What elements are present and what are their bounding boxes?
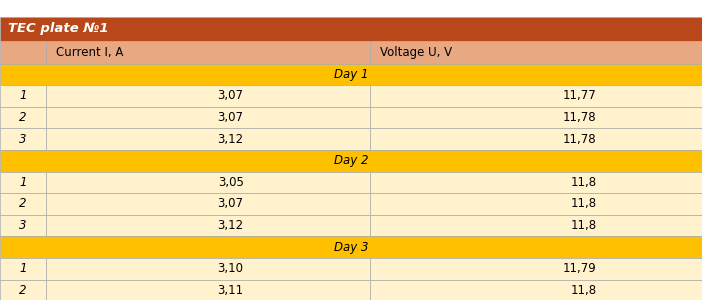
Text: 2: 2 <box>19 111 27 124</box>
Bar <box>0 85 46 107</box>
Text: 3,12: 3,12 <box>218 133 244 146</box>
Text: 11,8: 11,8 <box>571 219 597 232</box>
Bar <box>0 64 702 85</box>
Bar <box>370 85 702 107</box>
Bar <box>370 172 702 193</box>
Text: 3,12: 3,12 <box>218 219 244 232</box>
Text: 3,10: 3,10 <box>218 262 244 275</box>
Text: 11,78: 11,78 <box>563 133 597 146</box>
Bar <box>370 41 702 64</box>
Bar <box>46 107 370 128</box>
Text: 2: 2 <box>19 197 27 211</box>
Bar <box>0 41 46 64</box>
Text: 11,8: 11,8 <box>571 284 597 297</box>
Bar <box>46 193 370 215</box>
Bar <box>370 107 702 128</box>
Bar <box>0 150 702 172</box>
Text: 3: 3 <box>19 219 27 232</box>
Text: 3,07: 3,07 <box>218 197 244 211</box>
Bar <box>370 215 702 236</box>
Text: 11,78: 11,78 <box>563 111 597 124</box>
Bar <box>370 258 702 280</box>
Text: 3,11: 3,11 <box>218 284 244 297</box>
Text: Current I, A: Current I, A <box>56 46 124 59</box>
Text: TEC plate №1: TEC plate №1 <box>8 22 109 35</box>
Text: 3,05: 3,05 <box>218 176 244 189</box>
Text: 2: 2 <box>19 284 27 297</box>
Text: Day 3: Day 3 <box>333 241 369 254</box>
Text: 11,8: 11,8 <box>571 176 597 189</box>
Bar <box>46 215 370 236</box>
Text: Voltage U, V: Voltage U, V <box>380 46 453 59</box>
Bar <box>0 258 46 280</box>
Bar <box>0 107 46 128</box>
Text: 1: 1 <box>19 89 27 103</box>
Bar <box>0 236 702 258</box>
Bar <box>370 128 702 150</box>
Bar <box>46 172 370 193</box>
Text: 11,79: 11,79 <box>563 262 597 275</box>
Text: 3,07: 3,07 <box>218 89 244 103</box>
Bar <box>46 258 370 280</box>
Bar <box>46 128 370 150</box>
Bar <box>0 128 46 150</box>
Text: Day 1: Day 1 <box>333 68 369 81</box>
Text: 3,07: 3,07 <box>218 111 244 124</box>
Bar <box>0 280 46 300</box>
Bar <box>370 193 702 215</box>
Bar <box>46 41 370 64</box>
Bar <box>46 85 370 107</box>
Text: 1: 1 <box>19 176 27 189</box>
Bar <box>0 215 46 236</box>
Bar <box>0 16 702 41</box>
Text: 11,8: 11,8 <box>571 197 597 211</box>
Text: 1: 1 <box>19 262 27 275</box>
Bar <box>370 280 702 300</box>
Text: 11,77: 11,77 <box>563 89 597 103</box>
Bar <box>0 193 46 215</box>
Bar <box>0 172 46 193</box>
Bar <box>46 280 370 300</box>
Text: Day 2: Day 2 <box>333 154 369 167</box>
Text: 3: 3 <box>19 133 27 146</box>
